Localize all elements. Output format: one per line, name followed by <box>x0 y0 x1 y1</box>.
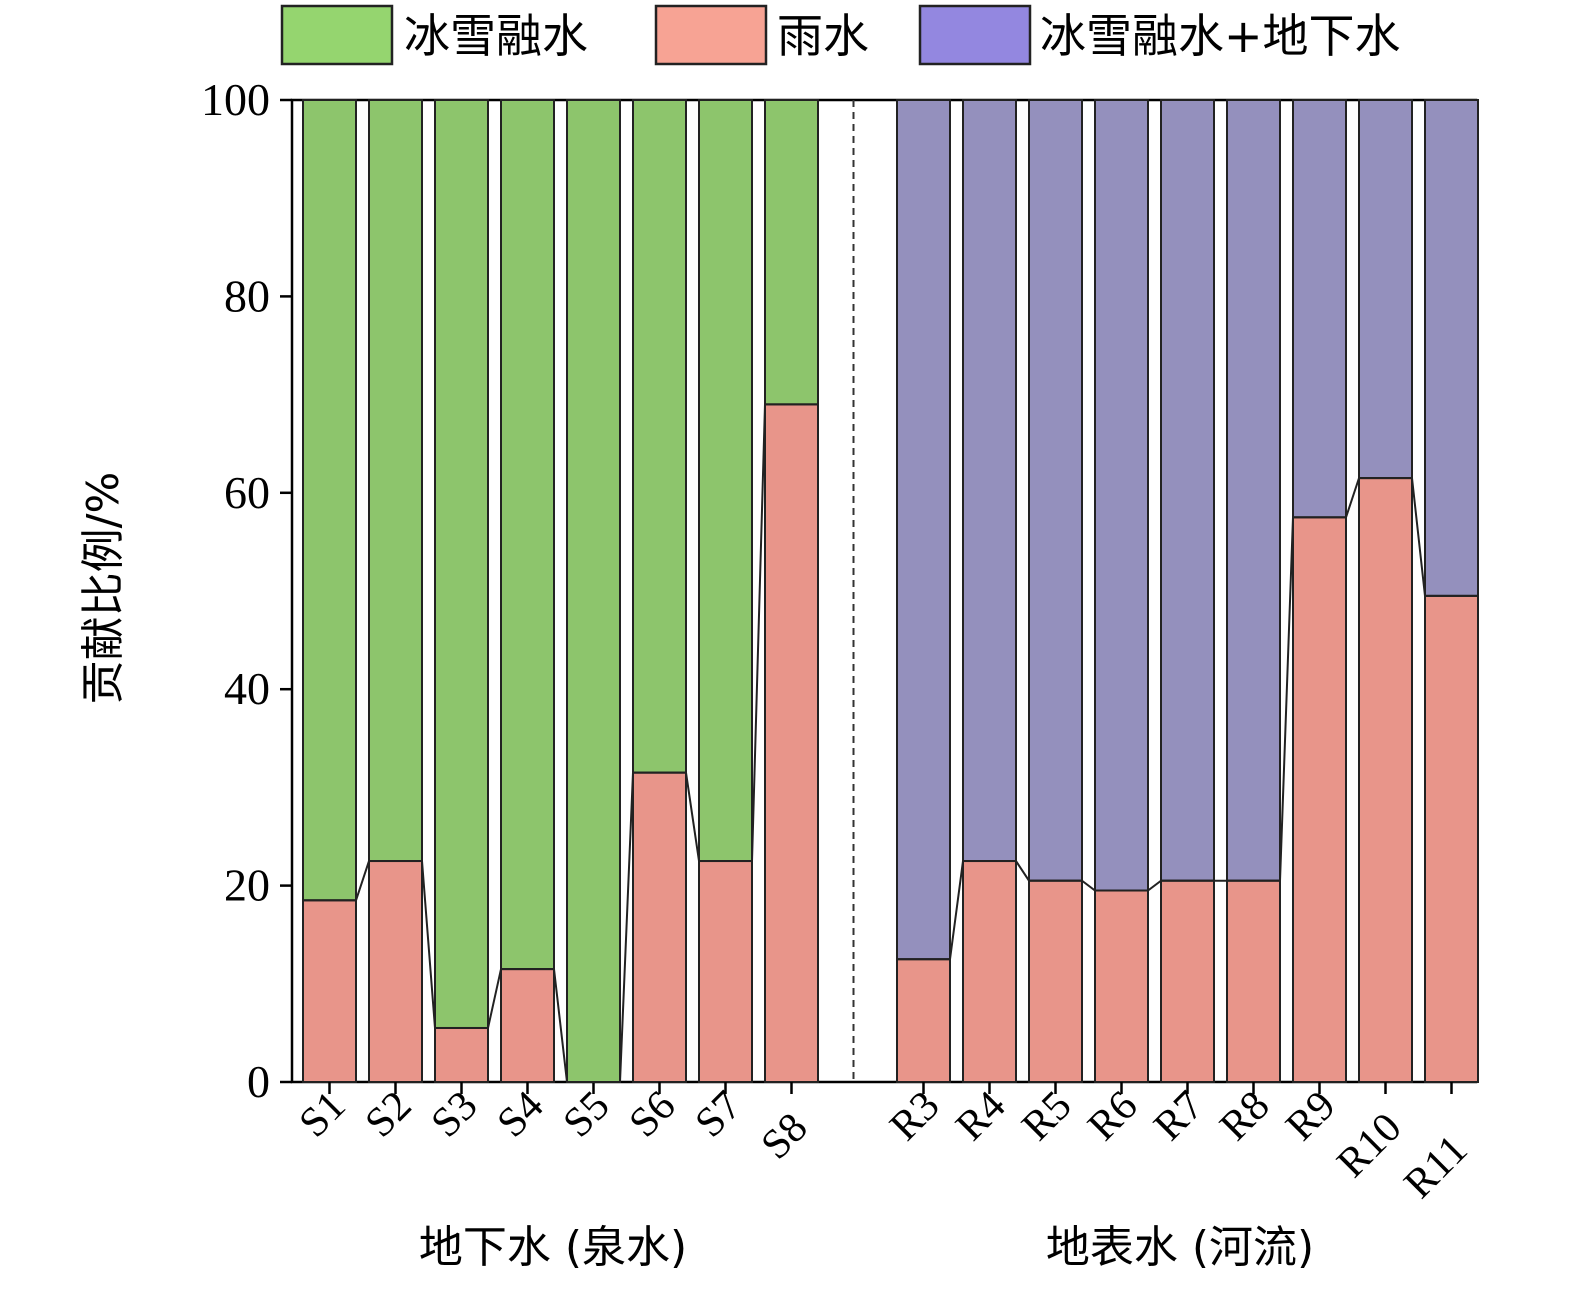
y-tick-label: 100 <box>201 74 270 125</box>
bar-segment-rainwater <box>962 860 1017 1083</box>
legend: 冰雪融水 雨水 冰雪融水+地下水 <box>280 4 1401 66</box>
x-tick-label: S7 <box>687 1083 751 1147</box>
bar-segment-rainwater <box>368 860 423 1083</box>
bar-segment-meltwater-groundwater <box>962 99 1017 863</box>
group-label-groundwater: 地下水 (泉水) <box>419 1222 687 1273</box>
x-tick-label: R8 <box>1211 1083 1278 1150</box>
legend-label: 冰雪融水 <box>404 9 588 63</box>
bar-segment-rainwater <box>434 1026 489 1083</box>
x-tick-label: R3 <box>881 1083 948 1150</box>
x-tick-label: S1 <box>291 1083 355 1147</box>
legend-label: 冰雪融水+地下水 <box>1040 9 1401 63</box>
bar-segment-meltwater-groundwater <box>1424 99 1479 597</box>
bar-segment-meltwater-groundwater <box>1094 99 1149 892</box>
bar-segment-rainwater <box>1292 516 1347 1083</box>
legend-label: 雨水 <box>777 9 869 63</box>
y-tick-label: 40 <box>224 663 270 714</box>
bar-segment-rainwater <box>1094 889 1149 1084</box>
y-axis-label: 贡献比例/% <box>78 472 129 705</box>
x-tick-label: S5 <box>555 1083 619 1147</box>
bar-segment-meltwater <box>764 99 819 406</box>
bar-segment-rainwater <box>896 958 951 1083</box>
y-tick-label: 0 <box>247 1056 270 1107</box>
bar-segment-rainwater <box>1424 594 1479 1083</box>
bar-segment-meltwater <box>500 99 555 971</box>
bar-segment-meltwater <box>368 99 423 863</box>
bar-segment-meltwater-groundwater <box>1358 99 1413 480</box>
bar-segment-rainwater <box>632 771 687 1083</box>
x-tick-label: R4 <box>947 1083 1014 1150</box>
bar-segment-meltwater-groundwater <box>1160 99 1215 882</box>
x-tick-label: S8 <box>753 1105 817 1169</box>
bar-segment-meltwater-groundwater <box>896 99 951 961</box>
bar-segment-meltwater-groundwater <box>1226 99 1281 882</box>
stack-boundary-line <box>897 477 1478 961</box>
bar-segment-meltwater-groundwater <box>1292 99 1347 519</box>
x-tick-label: S6 <box>621 1083 685 1147</box>
x-tick-label: R6 <box>1079 1083 1146 1150</box>
x-tick-label: R5 <box>1013 1083 1080 1150</box>
legend-swatch <box>654 4 768 66</box>
bar-segment-meltwater <box>698 99 753 863</box>
bar-segment-rainwater <box>1226 879 1281 1083</box>
bar-segment-meltwater <box>632 99 687 774</box>
bar-segment-rainwater <box>698 860 753 1083</box>
bar-segment-meltwater <box>434 99 489 1029</box>
y-tick-label: 80 <box>224 270 270 321</box>
legend-swatch <box>918 4 1032 66</box>
stack-boundary-line <box>303 403 818 1083</box>
bar-segment-rainwater <box>1358 477 1413 1083</box>
x-tick-label: R7 <box>1145 1083 1212 1150</box>
bar-segment-rainwater <box>764 403 819 1084</box>
legend-swatch <box>280 4 394 66</box>
bar-segment-meltwater-groundwater <box>1028 99 1083 882</box>
x-tick-label: S4 <box>489 1083 553 1147</box>
bar-segment-rainwater <box>500 968 555 1084</box>
x-tick-label: R9 <box>1277 1083 1344 1150</box>
group-label-surface-water: 地表水 (河流) <box>1046 1222 1314 1273</box>
plot-area: 0 20 40 60 80 100 S1 S2 S3 S4 S5 S6 S7 S8 R3R4R5R6R7R8… <box>201 74 1479 1207</box>
x-tick-label: S3 <box>423 1083 487 1147</box>
bar-segment-rainwater <box>1028 879 1083 1083</box>
y-tick-label: 60 <box>224 467 270 518</box>
bar-segment-rainwater <box>1160 879 1215 1083</box>
bar-segment-meltwater <box>566 99 621 1083</box>
bar-segment-rainwater <box>302 899 357 1084</box>
bar-segment-meltwater <box>302 99 357 902</box>
y-tick-label: 20 <box>224 860 270 911</box>
x-tick-label: S2 <box>357 1083 421 1147</box>
